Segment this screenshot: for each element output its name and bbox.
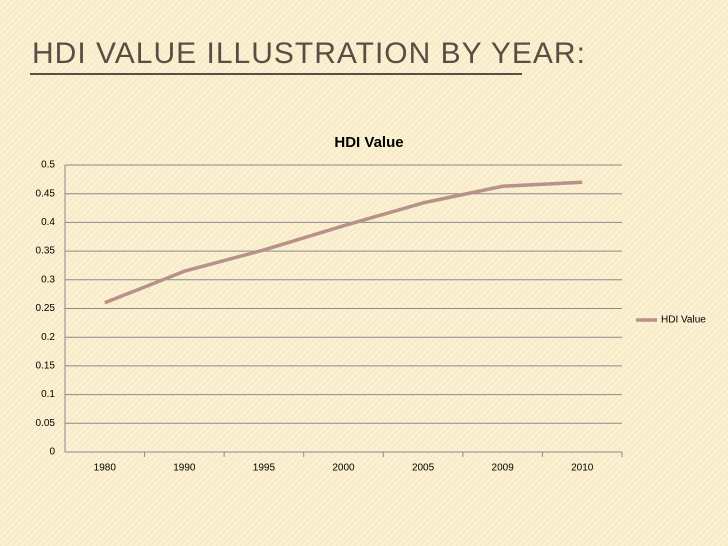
y-tick-label: 0.15 [36,361,56,372]
x-tick-label: 2005 [412,463,435,474]
x-tick-label: 2009 [492,463,515,474]
y-tick-label: 0.45 [36,188,56,199]
y-tick-label: 0.35 [36,246,56,257]
x-tick-label: 2010 [571,463,594,474]
y-tick-label: 0.3 [41,274,55,285]
y-tick-label: 0.2 [41,332,55,343]
chart-title: HDI Value [334,134,403,151]
x-tick-label: 1980 [94,463,117,474]
x-tick-label: 1990 [173,463,196,474]
y-tick-label: 0.05 [36,418,56,429]
legend-label: HDI Value [661,315,706,326]
y-tick-label: 0.5 [41,160,55,171]
y-tick-label: 0.4 [41,217,55,228]
slide-title: HDI VALUE ILLUSTRATION BY YEAR: [32,37,586,70]
series-line [104,180,583,305]
x-tick-label: 2000 [332,463,355,474]
plot: 0 0.05 0.1 0.15 0.2 0.25 0.3 0.35 0.4 0.45 0.5 1980… [36,160,707,474]
y-tick-label: 0.1 [41,389,55,400]
y-tick-label: 0 [49,447,55,458]
y-tick-label: 0.25 [36,303,56,314]
x-tick-label: 1995 [253,463,276,474]
